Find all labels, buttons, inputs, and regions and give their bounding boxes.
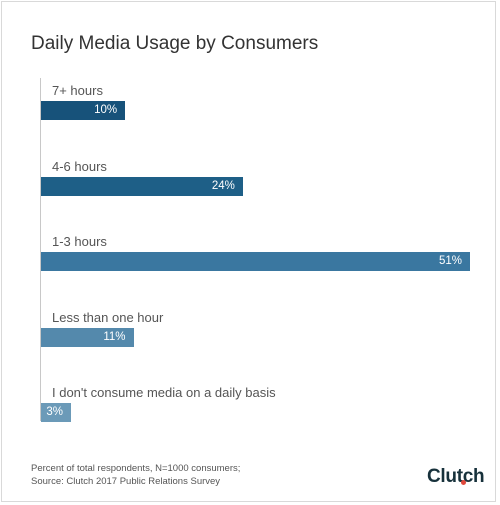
bar	[41, 176, 243, 196]
bar	[41, 403, 71, 422]
bar-value-label: 3%	[46, 406, 63, 418]
footnote-line-2: Source: Clutch 2017 Public Relations Sur…	[31, 476, 221, 487]
bar-value-label: 51%	[438, 255, 462, 267]
bar-value-label: 24%	[211, 179, 235, 192]
bar	[41, 101, 126, 120]
category-label: 4-6 hours	[52, 158, 107, 174]
bar	[41, 252, 470, 271]
bar-value-label: 10%	[94, 104, 118, 116]
clutch-logo: Clutch	[427, 466, 485, 487]
footnote-line-1: Percent of total respondents, N=1000 con…	[31, 463, 241, 474]
category-axis-line	[40, 78, 41, 421]
chart-title: Daily Media Usage by Consumers	[31, 33, 319, 54]
category-label: Less than one hour	[52, 309, 164, 325]
clutch-logo-dot-icon	[461, 480, 466, 485]
category-label: I don't consume media on a daily basis	[52, 385, 276, 400]
footnote: Percent of total respondents, N=1000 con…	[31, 462, 240, 488]
bar-value-label: 11%	[103, 330, 126, 343]
category-label: 1-3 hours	[52, 234, 107, 249]
bar	[41, 327, 134, 347]
category-label: 7+ hours	[52, 83, 103, 98]
